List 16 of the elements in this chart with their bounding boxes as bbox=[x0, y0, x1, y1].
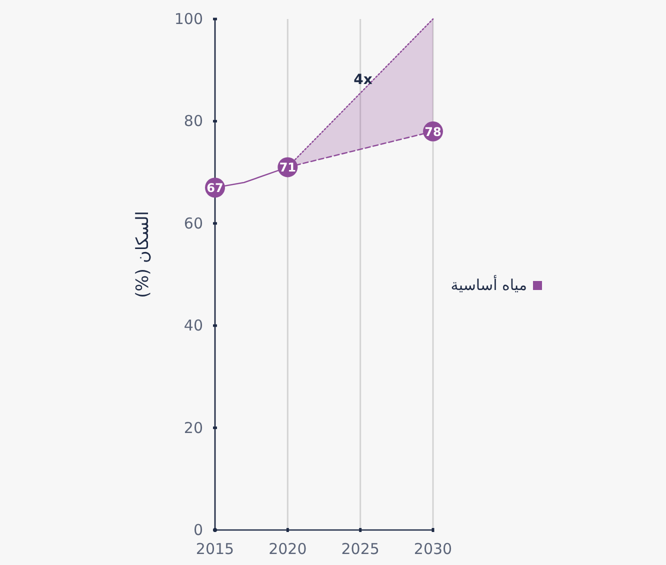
y-axis-title: السكان (%) bbox=[133, 211, 153, 298]
x-tick-label: 2025 bbox=[341, 540, 380, 558]
data-label: 67 bbox=[206, 181, 224, 196]
y-tick-label: 60 bbox=[184, 214, 203, 232]
y-tick-label: 100 bbox=[174, 10, 203, 28]
y-tick-label: 80 bbox=[184, 112, 203, 130]
x-tick-label: 2030 bbox=[414, 540, 452, 558]
annotation: 4x bbox=[354, 72, 372, 88]
y-tick-label: 20 bbox=[184, 418, 203, 437]
y-tick-label: 40 bbox=[184, 316, 203, 335]
data-label: 78 bbox=[424, 124, 442, 139]
y-tick-label: 0 bbox=[193, 521, 203, 539]
data-label: 71 bbox=[279, 160, 296, 175]
x-tick-label: 2015 bbox=[196, 540, 234, 558]
x-tick-label: 2020 bbox=[268, 540, 307, 558]
legend-label: مياه أساسية bbox=[450, 275, 527, 294]
